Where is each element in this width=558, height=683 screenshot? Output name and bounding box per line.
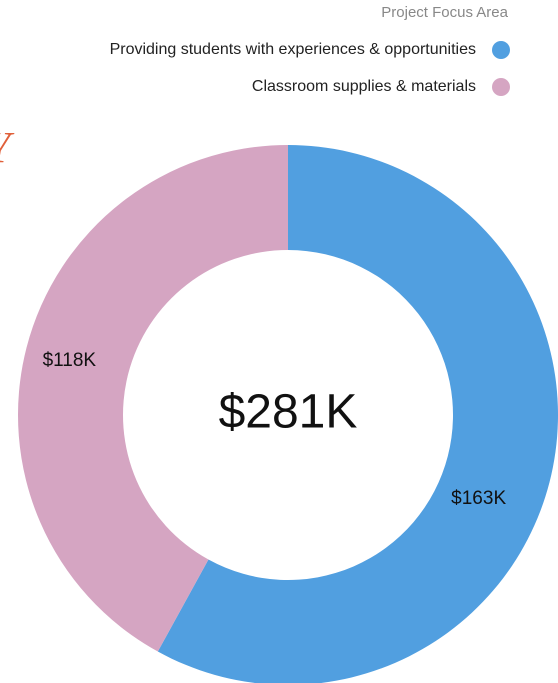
legend-swatch [492, 78, 510, 96]
legend-title: Project Focus Area [381, 4, 508, 21]
value-label: $163K [451, 488, 506, 509]
donut-slice [18, 145, 289, 652]
legend-label: Providing students with experiences & op… [110, 41, 476, 58]
donut-slice [157, 145, 558, 683]
legend-swatch [492, 41, 510, 59]
edge-text: Y [0, 123, 15, 172]
value-label: $118K [43, 350, 97, 371]
legend-label: Classroom supplies & materials [252, 78, 476, 95]
center-label: $281K [219, 386, 358, 439]
